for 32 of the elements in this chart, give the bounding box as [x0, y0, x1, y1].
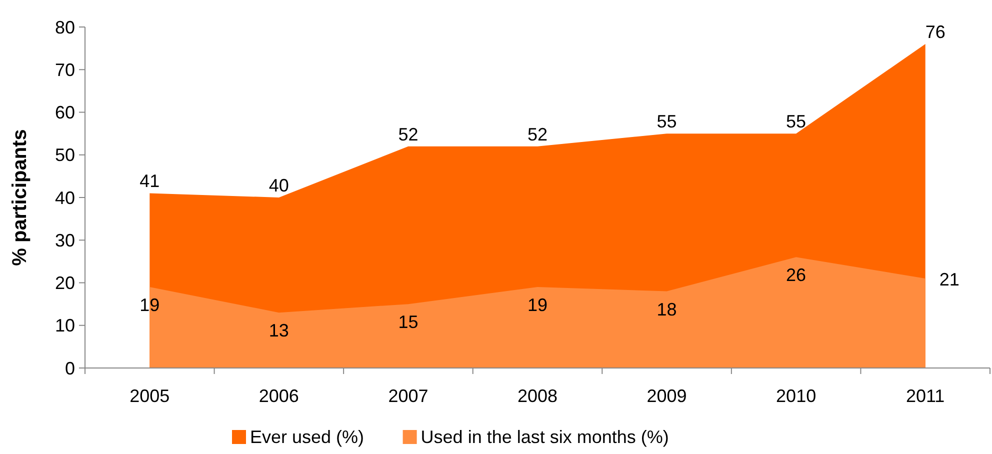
data-label: 41 [140, 171, 160, 192]
x-tick-label: 2011 [906, 386, 945, 406]
data-label: 40 [268, 176, 289, 196]
legend-label: Used in the last six months (%) [420, 427, 669, 447]
y-tick-label: 30 [54, 230, 75, 250]
data-label: 13 [268, 320, 289, 341]
data-label: 52 [398, 124, 418, 144]
data-label: 55 [786, 112, 806, 132]
y-tick-label: 60 [54, 102, 75, 123]
x-tick-label: 2010 [776, 386, 816, 406]
x-tick-label: 2008 [517, 386, 558, 406]
y-tick-label: 0 [64, 358, 75, 378]
data-label: 55 [656, 112, 677, 132]
data-label: 52 [527, 124, 548, 144]
data-label: 19 [527, 295, 548, 316]
data-label: 76 [925, 22, 946, 42]
x-tick-label: 2005 [130, 386, 170, 406]
data-label: 18 [656, 299, 677, 320]
y-tick-label: 70 [54, 60, 75, 80]
x-tick-label: 2006 [258, 386, 299, 406]
data-label: 21 [939, 269, 960, 290]
y-tick-label: 20 [54, 273, 75, 294]
y-tick-label: 80 [54, 17, 75, 38]
y-tick-label: 40 [54, 188, 75, 208]
y-tick-label: 10 [54, 316, 75, 336]
legend-label: Ever used (%) [250, 427, 364, 447]
data-label: 26 [786, 265, 806, 286]
data-label: 15 [398, 312, 418, 332]
y-axis-title: % participants [9, 129, 31, 266]
x-tick-label: 2007 [388, 386, 428, 406]
y-tick-label: 50 [54, 145, 75, 166]
x-tick-label: 2009 [646, 386, 687, 406]
